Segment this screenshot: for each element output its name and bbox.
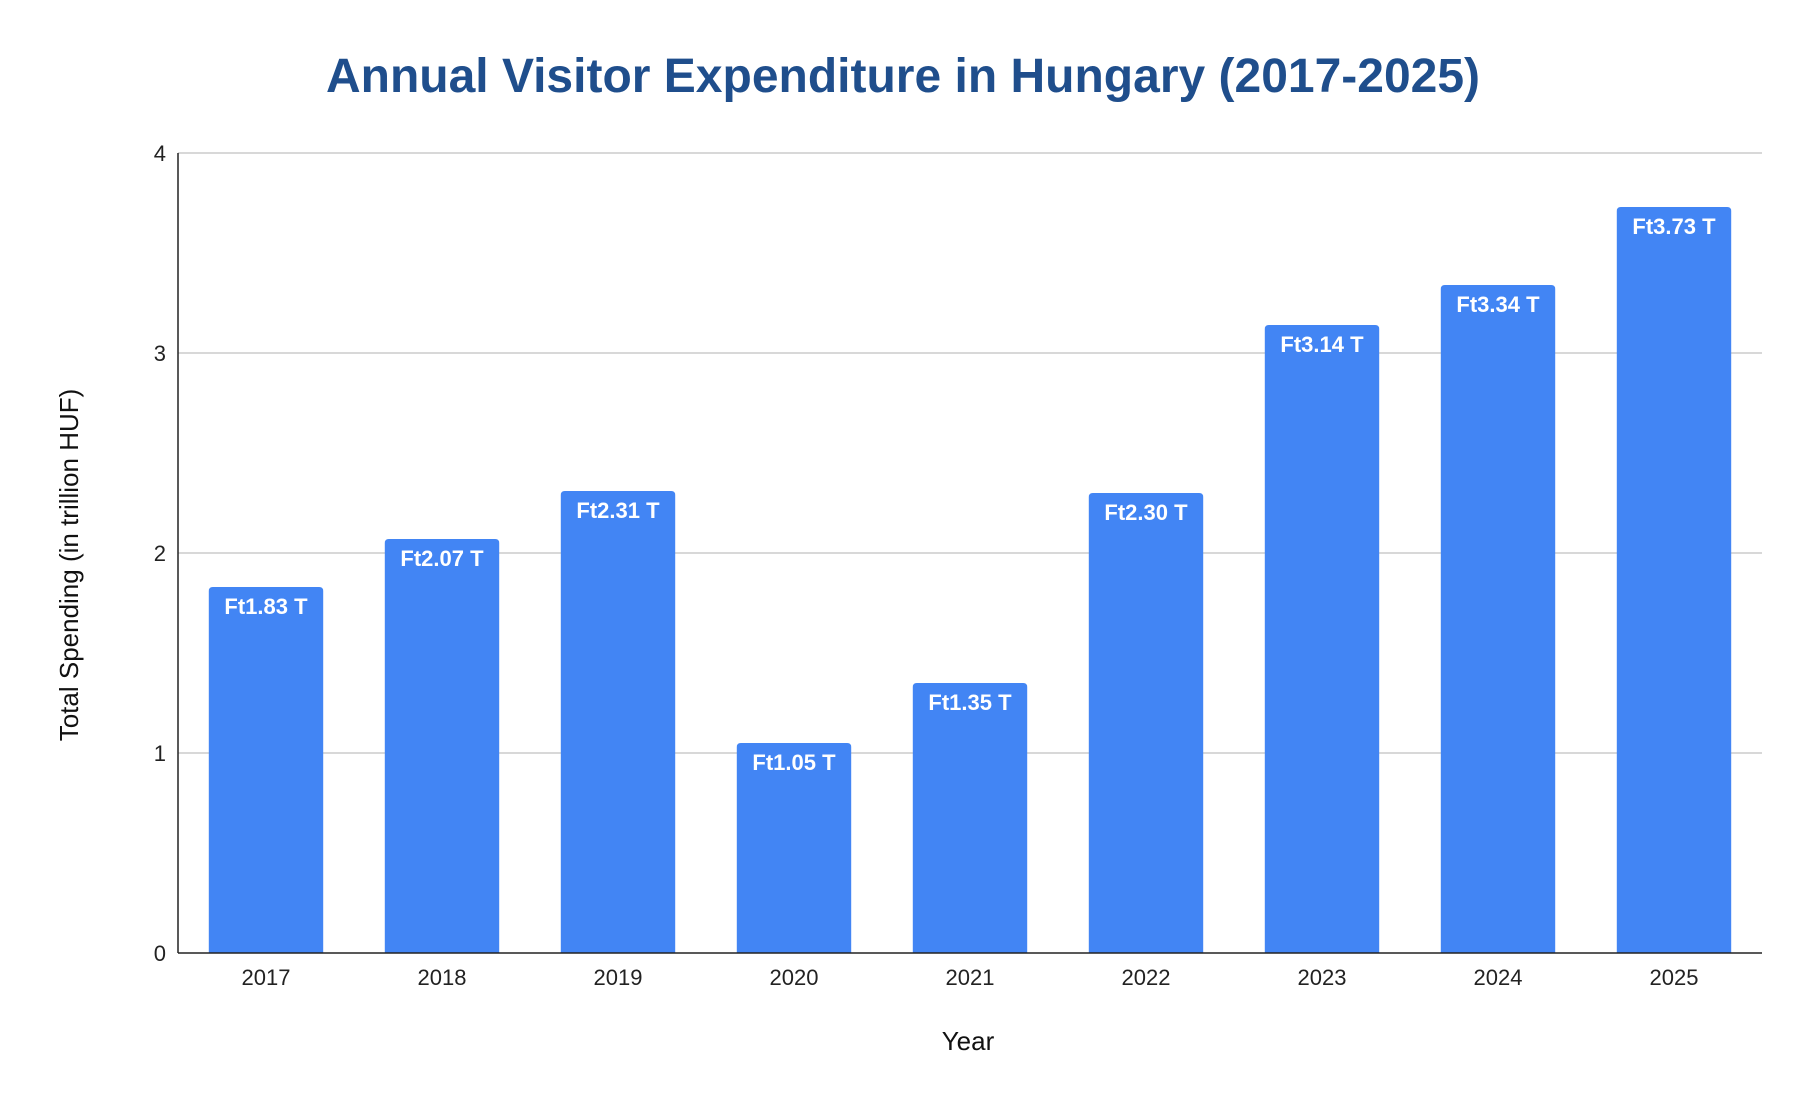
data-label-2025: Ft3.73 T: [1632, 214, 1716, 239]
bar-2018: [384, 539, 500, 953]
data-labels: Ft1.83 T Ft2.07 T Ft2.31 T Ft1.05 T Ft1.35 T…: [224, 214, 1716, 775]
data-label-2022: Ft2.30 T: [1104, 500, 1188, 525]
bar-2023: [1264, 325, 1380, 953]
bar-2019: [560, 491, 676, 953]
x-axis-label: Year: [942, 1026, 995, 1056]
y-tick-labels: 0 1 2 3 4: [154, 141, 166, 966]
x-tick-label: 2018: [418, 965, 467, 990]
x-tick-label: 2022: [1122, 965, 1171, 990]
x-tick-label: 2021: [946, 965, 995, 990]
bars: [208, 207, 1732, 953]
y-tick-label: 4: [154, 141, 166, 166]
bar-2025: [1616, 207, 1732, 953]
chart-title: Annual Visitor Expenditure in Hungary (2…: [326, 50, 1480, 103]
y-tick-label: 2: [154, 541, 166, 566]
x-tick-label: 2024: [1474, 965, 1523, 990]
data-label-2023: Ft3.14 T: [1280, 332, 1364, 357]
bar-2017: [208, 587, 324, 953]
axes: [177, 153, 1762, 954]
bar-2020: [736, 743, 852, 953]
bar-2024: [1440, 285, 1556, 953]
bar-2021: [912, 683, 1028, 953]
x-tick-label: 2020: [770, 965, 819, 990]
data-label-2021: Ft1.35 T: [928, 690, 1012, 715]
data-label-2017: Ft1.83 T: [224, 594, 308, 619]
y-tick-label: 3: [154, 341, 166, 366]
y-axis-label: Total Spending (in trillion HUF): [54, 389, 84, 742]
y-tick-label: 0: [154, 941, 166, 966]
x-tick-labels: 2017 2018 2019 2020 2021 2022 2023 2024 2025: [242, 965, 1699, 990]
data-label-2024: Ft3.34 T: [1456, 292, 1540, 317]
y-tick-label: 1: [154, 741, 166, 766]
data-label-2018: Ft2.07 T: [400, 546, 484, 571]
x-tick-label: 2023: [1298, 965, 1347, 990]
bar-2022: [1088, 493, 1204, 953]
x-tick-label: 2017: [242, 965, 291, 990]
data-label-2019: Ft2.31 T: [576, 498, 660, 523]
data-label-2020: Ft1.05 T: [752, 750, 836, 775]
x-tick-label: 2025: [1650, 965, 1699, 990]
x-tick-label: 2019: [594, 965, 643, 990]
